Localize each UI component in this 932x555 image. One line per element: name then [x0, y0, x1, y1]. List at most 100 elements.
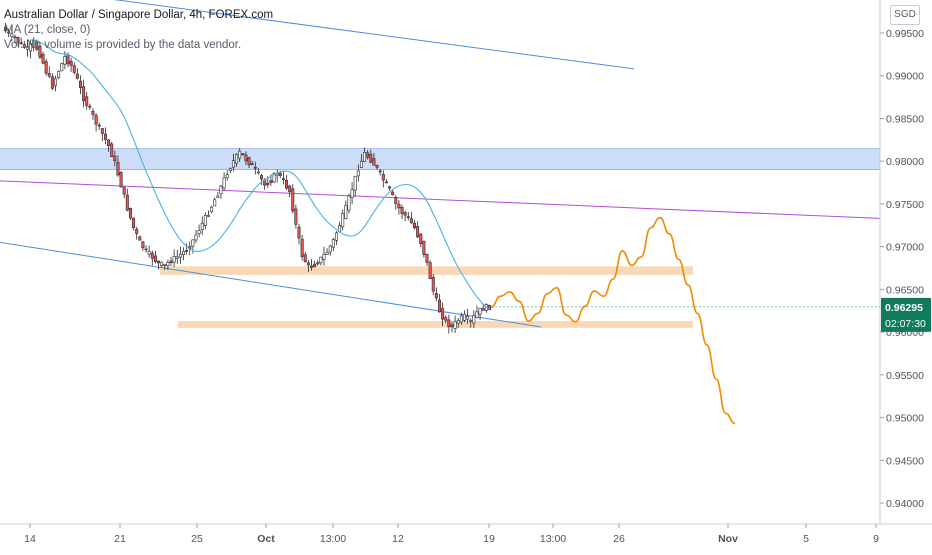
candle	[228, 168, 232, 172]
candle	[107, 139, 111, 146]
candle	[316, 262, 320, 265]
candle	[7, 31, 11, 34]
candle	[41, 53, 45, 64]
candle	[431, 277, 435, 292]
trendline-lower-channel[interactable]	[0, 241, 542, 328]
candle	[294, 208, 298, 225]
candle	[331, 239, 335, 248]
candle	[97, 124, 101, 127]
candle	[238, 150, 242, 159]
candle	[169, 260, 173, 264]
candle	[119, 172, 123, 188]
zone-resistance	[0, 148, 880, 170]
candle	[94, 114, 98, 125]
projection-path[interactable]	[490, 216, 736, 425]
candle	[172, 256, 176, 263]
y-tick-label: 0.97000	[886, 242, 924, 254]
candle	[197, 230, 201, 234]
candle	[310, 265, 313, 268]
indicator-label: MA (21, close, 0)	[4, 24, 91, 36]
zone-support-upper	[160, 266, 693, 275]
candle	[403, 212, 407, 216]
candle	[334, 232, 338, 241]
candle	[29, 43, 33, 52]
candle	[344, 204, 348, 219]
candle	[219, 185, 223, 195]
x-tick-label: 9	[873, 533, 879, 545]
candle	[288, 185, 292, 192]
candle	[300, 238, 304, 257]
candle	[328, 245, 332, 253]
candle	[244, 154, 248, 162]
candle	[281, 178, 285, 180]
candle	[438, 299, 441, 313]
candle	[113, 155, 117, 162]
candle	[469, 320, 473, 322]
candle	[400, 207, 404, 214]
moving-average-line	[30, 39, 490, 311]
price-axis[interactable]	[880, 0, 932, 550]
candle	[210, 206, 214, 212]
candle	[303, 254, 307, 263]
x-tick-label: Nov	[718, 533, 738, 545]
candle	[22, 44, 26, 48]
candle	[325, 252, 329, 255]
x-tick-label: 14	[24, 533, 36, 545]
candle	[247, 157, 251, 166]
candle	[269, 180, 273, 183]
y-tick-label: 0.98500	[886, 113, 924, 125]
candle	[16, 37, 20, 43]
candle	[44, 61, 48, 74]
candle	[231, 160, 235, 168]
candle	[47, 73, 51, 77]
candle	[466, 316, 470, 320]
chart-title: Australian Dollar / Singapore Dollar, 4h…	[4, 9, 274, 21]
candle	[416, 226, 420, 238]
y-tick-label: 0.99000	[886, 71, 924, 83]
candle	[350, 189, 354, 198]
candle	[178, 253, 182, 258]
candle	[160, 261, 164, 267]
candle	[453, 321, 457, 329]
trendline-purple-trend[interactable]	[0, 180, 881, 219]
candle	[459, 315, 463, 323]
candle	[422, 240, 426, 255]
candle	[144, 248, 148, 251]
y-tick-label: 0.98000	[886, 156, 924, 168]
candle	[260, 175, 264, 180]
candle	[462, 313, 466, 321]
candle	[409, 218, 413, 224]
candle	[91, 110, 95, 115]
candle	[116, 161, 120, 176]
last-price-badge	[881, 297, 931, 332]
candle	[175, 256, 179, 259]
candle	[297, 226, 301, 239]
candle	[222, 177, 226, 189]
candle	[425, 253, 429, 263]
candle	[356, 170, 360, 177]
candle	[132, 217, 136, 229]
candle	[413, 222, 417, 229]
x-tick-label: 26	[613, 533, 625, 545]
candle	[369, 154, 373, 163]
candle	[250, 163, 254, 166]
candle	[428, 262, 432, 280]
candle	[434, 293, 438, 299]
candle	[54, 78, 57, 86]
y-tick-label: 0.97500	[886, 199, 924, 211]
candle	[63, 56, 67, 65]
candle	[66, 54, 70, 65]
x-tick-label: 19	[483, 533, 495, 545]
candle	[50, 76, 54, 89]
candle	[394, 197, 398, 204]
candle	[85, 96, 89, 106]
trendline-upper-channel[interactable]	[0, 0, 635, 70]
candle	[182, 250, 185, 256]
currency-selector[interactable]: SGD	[890, 5, 920, 25]
candle	[166, 262, 170, 267]
candle	[185, 250, 189, 252]
y-tick-label: 0.94000	[886, 498, 924, 510]
y-tick-label: 0.95500	[886, 370, 924, 382]
